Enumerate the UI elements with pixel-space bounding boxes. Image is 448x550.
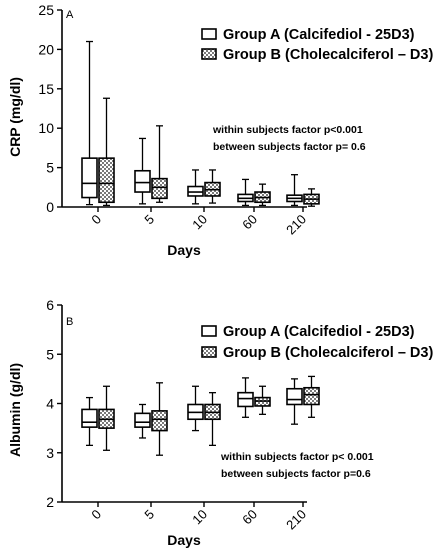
panel-a-boxes bbox=[81, 40, 320, 207]
box-series-a-day-210 bbox=[286, 174, 303, 207]
x-tick-label: 0 bbox=[88, 212, 104, 228]
panel-b-legend: Group A (Calcifediol - 25D3) Group B (Ch… bbox=[201, 324, 433, 361]
iqr-box bbox=[303, 386, 320, 406]
iqr-box bbox=[237, 391, 254, 408]
x-tick-label: 60 bbox=[239, 212, 260, 233]
legend-label-group-a: Group A (Calcifediol - 25D3) bbox=[223, 27, 415, 43]
panel-a-y-axis-title: CRP (mg/dl) bbox=[7, 77, 23, 157]
box-series-b-day-5 bbox=[151, 125, 168, 203]
x-tick-label: 10 bbox=[189, 212, 210, 233]
legend-swatch-group-b bbox=[201, 48, 217, 60]
panel-b-y-axis-ticks: 2 3 4 5 6 bbox=[46, 297, 62, 510]
panel-b-boxes bbox=[81, 375, 320, 456]
box-series-b-day-5 bbox=[151, 382, 168, 456]
panel-b: B 2 3 4 5 6 Albumin (g/dl) Days 0 5 10 60 210 Gr… bbox=[7, 297, 433, 548]
box-series-a-day-0 bbox=[81, 40, 98, 206]
y-tick-label: 5 bbox=[46, 160, 54, 176]
box-series-b-day-0 bbox=[98, 385, 115, 451]
box-series-a-day-5 bbox=[134, 137, 151, 205]
x-tick-label: 210 bbox=[283, 212, 309, 238]
x-tick-label: 5 bbox=[141, 507, 157, 523]
iqr-box bbox=[81, 408, 98, 428]
y-tick-label: 5 bbox=[46, 346, 54, 362]
panel-b-x-axis-title: Days bbox=[167, 532, 201, 548]
panel-b-annotation-between: between subjects factor p=0.6 bbox=[221, 468, 371, 480]
legend-label-group-b: Group B (Cholecalciferol – D3) bbox=[223, 345, 433, 361]
panel-b-x-axis-ticks: 0 5 10 60 210 bbox=[88, 502, 309, 532]
y-tick-label: 4 bbox=[46, 396, 54, 412]
box-series-a-day-0 bbox=[81, 396, 98, 447]
x-tick-label: 210 bbox=[283, 507, 309, 533]
y-tick-label: 6 bbox=[46, 297, 54, 313]
iqr-box bbox=[81, 157, 98, 199]
panel-a-annotation-between: between subjects factor p= 0.6 bbox=[213, 141, 366, 153]
box-series-a-day-60 bbox=[237, 178, 254, 207]
y-tick-label: 2 bbox=[46, 494, 54, 510]
legend-swatch-group-a bbox=[201, 28, 217, 40]
panel-a-legend: Group A (Calcifediol - 25D3) Group B (Ch… bbox=[201, 27, 433, 63]
iqr-box bbox=[98, 157, 115, 204]
box-series-b-day-60 bbox=[254, 183, 271, 207]
y-tick-label: 20 bbox=[38, 41, 54, 57]
box-series-a-day-60 bbox=[237, 377, 254, 418]
iqr-box bbox=[151, 177, 168, 200]
legend-label-group-a: Group A (Calcifediol - 25D3) bbox=[223, 324, 415, 340]
box-series-b-day-0 bbox=[98, 97, 115, 207]
box-series-b-day-60 bbox=[254, 385, 271, 415]
box-series-b-day-10 bbox=[204, 169, 221, 204]
x-tick-label: 10 bbox=[189, 507, 210, 528]
box-series-a-day-210 bbox=[286, 378, 303, 425]
box-series-b-day-210 bbox=[303, 188, 320, 207]
panel-a-y-axis-ticks: 0 5 10 15 20 25 bbox=[38, 2, 62, 215]
legend-label-group-b: Group B (Cholecalciferol – D3) bbox=[223, 47, 433, 63]
legend-swatch-group-b bbox=[201, 346, 217, 358]
y-tick-label: 10 bbox=[38, 120, 54, 136]
box-series-a-day-10 bbox=[187, 385, 204, 432]
iqr-box bbox=[134, 412, 151, 428]
box-series-a-day-10 bbox=[187, 169, 204, 205]
box-series-b-day-210 bbox=[303, 375, 320, 418]
legend-swatch-group-a bbox=[201, 325, 217, 337]
iqr-box bbox=[151, 410, 168, 432]
panel-a-annotation-within: within subjects factor p<0.001 bbox=[212, 124, 363, 136]
panel-b-y-axis-title: Albumin (g/dl) bbox=[7, 363, 23, 457]
box-series-b-day-10 bbox=[204, 392, 221, 447]
y-tick-label: 3 bbox=[46, 445, 54, 461]
panel-a-x-axis-title: Days bbox=[167, 242, 201, 258]
panel-a-x-axis-ticks: 0 5 10 60 210 bbox=[88, 207, 309, 237]
iqr-box bbox=[134, 169, 151, 193]
iqr-box bbox=[286, 387, 303, 406]
panel-b-annotation-within: within subjects factor p< 0.001 bbox=[220, 451, 374, 463]
x-tick-label: 60 bbox=[239, 507, 260, 528]
x-tick-label: 0 bbox=[88, 507, 104, 523]
y-tick-label: 25 bbox=[38, 2, 54, 18]
x-tick-label: 5 bbox=[141, 212, 157, 228]
box-series-a-day-5 bbox=[134, 403, 151, 439]
y-tick-label: 15 bbox=[38, 81, 54, 97]
y-tick-label: 0 bbox=[46, 199, 54, 215]
panel-a-label: A bbox=[66, 9, 74, 21]
panel-b-label: B bbox=[66, 316, 73, 328]
